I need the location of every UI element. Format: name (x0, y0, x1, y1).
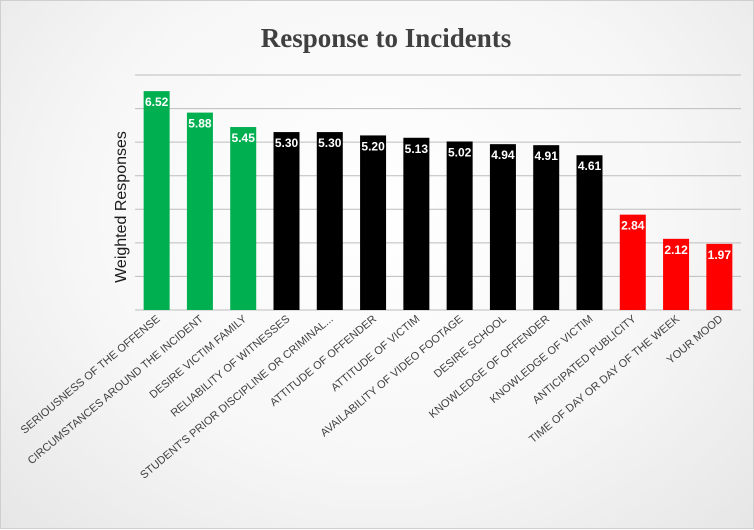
bar-value-label: 5.30 (275, 136, 299, 150)
bar (143, 91, 170, 310)
bar (446, 141, 473, 310)
bar-value-label: 4.61 (578, 159, 602, 173)
x-tick-labels: SERIOUSNESS OF THE OFFENSECIRCUMSTANCES … (19, 313, 726, 482)
bar (489, 144, 516, 310)
bar-value-label: 5.30 (318, 136, 342, 150)
bar-value-label: 4.94 (491, 148, 515, 162)
bar (186, 112, 213, 310)
bar (619, 214, 646, 310)
bar-value-label: 5.88 (188, 117, 212, 131)
bar (360, 135, 387, 310)
bar (316, 132, 343, 310)
bar (273, 132, 300, 310)
bar-value-label: 6.52 (145, 95, 169, 109)
bar-value-label: 4.91 (535, 149, 559, 163)
bars (143, 91, 733, 311)
gridlines (135, 74, 741, 311)
chart-title: Response to Incidents (261, 23, 512, 53)
x-tick-label: DESIRE SCHOOL (432, 313, 509, 380)
bar-value-label: 5.02 (448, 145, 472, 159)
bar-value-label: 2.84 (621, 219, 645, 233)
bar (576, 155, 603, 310)
bar-value-label: 5.20 (361, 139, 385, 153)
bar (706, 243, 733, 310)
bar (533, 145, 560, 310)
bar-value-label: 5.13 (405, 142, 429, 156)
bar (403, 137, 430, 310)
x-tick-label: TIME OF DAY OR DAY OF THE WEEK (527, 313, 682, 446)
bar-value-label: 5.45 (232, 131, 256, 145)
value-labels: 6.52 5.88 5.45 5.30 5.30 5.20 5.13 5.02 4.94 4.91… (145, 95, 731, 262)
bar-value-label: 2.12 (664, 243, 688, 257)
bar (230, 127, 257, 311)
bar-value-label: 1.97 (708, 248, 732, 262)
bar (663, 238, 690, 310)
y-axis-label: Weighted Responses (113, 131, 130, 283)
